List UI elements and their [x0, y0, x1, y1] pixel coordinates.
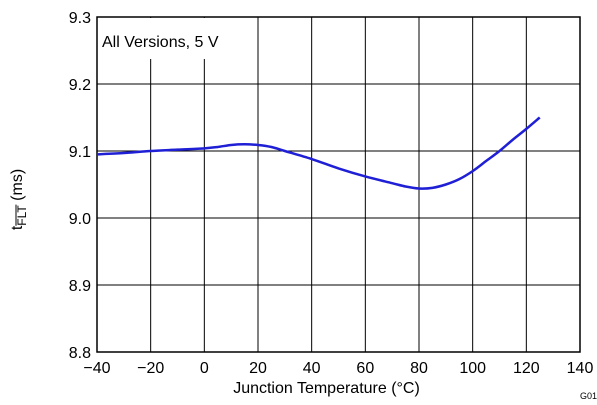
y-axis-label: tFLT (ms): [9, 169, 29, 230]
y-tick-label: 9.2: [69, 77, 91, 94]
plot-frame: [96, 16, 581, 353]
x-tick-label: 120: [513, 360, 540, 377]
figure-id: G01: [580, 391, 597, 401]
y-tick-label: 8.8: [69, 345, 91, 362]
y-axis-label-main: t: [9, 225, 26, 230]
annotation: All Versions, 5 V: [102, 34, 219, 51]
x-tick-labels: −40 −20 0 20 40 60 80 100 120 140: [83, 360, 593, 377]
x-tick-label: 100: [459, 360, 486, 377]
y-tick-label: 9.3: [69, 10, 91, 27]
y-tick-labels: 8.8 8.9 9.0 9.1 9.2 9.3: [69, 10, 91, 362]
y-tick-label: 9.1: [69, 144, 91, 161]
x-tick-label: 60: [356, 360, 374, 377]
x-tick-label: 40: [303, 360, 321, 377]
y-tick-label: 8.9: [69, 278, 91, 295]
annotation-background: [98, 18, 227, 59]
x-tick-label: −20: [137, 360, 164, 377]
x-tick-label: 140: [567, 360, 594, 377]
y-axis-label-subscript: FLT: [15, 205, 29, 226]
x-tick-label: 20: [249, 360, 267, 377]
x-tick-label: 0: [200, 360, 209, 377]
y-axis-label-unit: (ms): [9, 169, 26, 205]
grid: [97, 17, 580, 352]
x-tick-label: 80: [410, 360, 428, 377]
x-axis-label: Junction Temperature (°C): [233, 380, 420, 397]
x-tick-label: −40: [83, 360, 110, 377]
series-line: [96, 116, 541, 190]
series-layer: [96, 116, 541, 190]
y-tick-label: 9.0: [69, 211, 91, 228]
